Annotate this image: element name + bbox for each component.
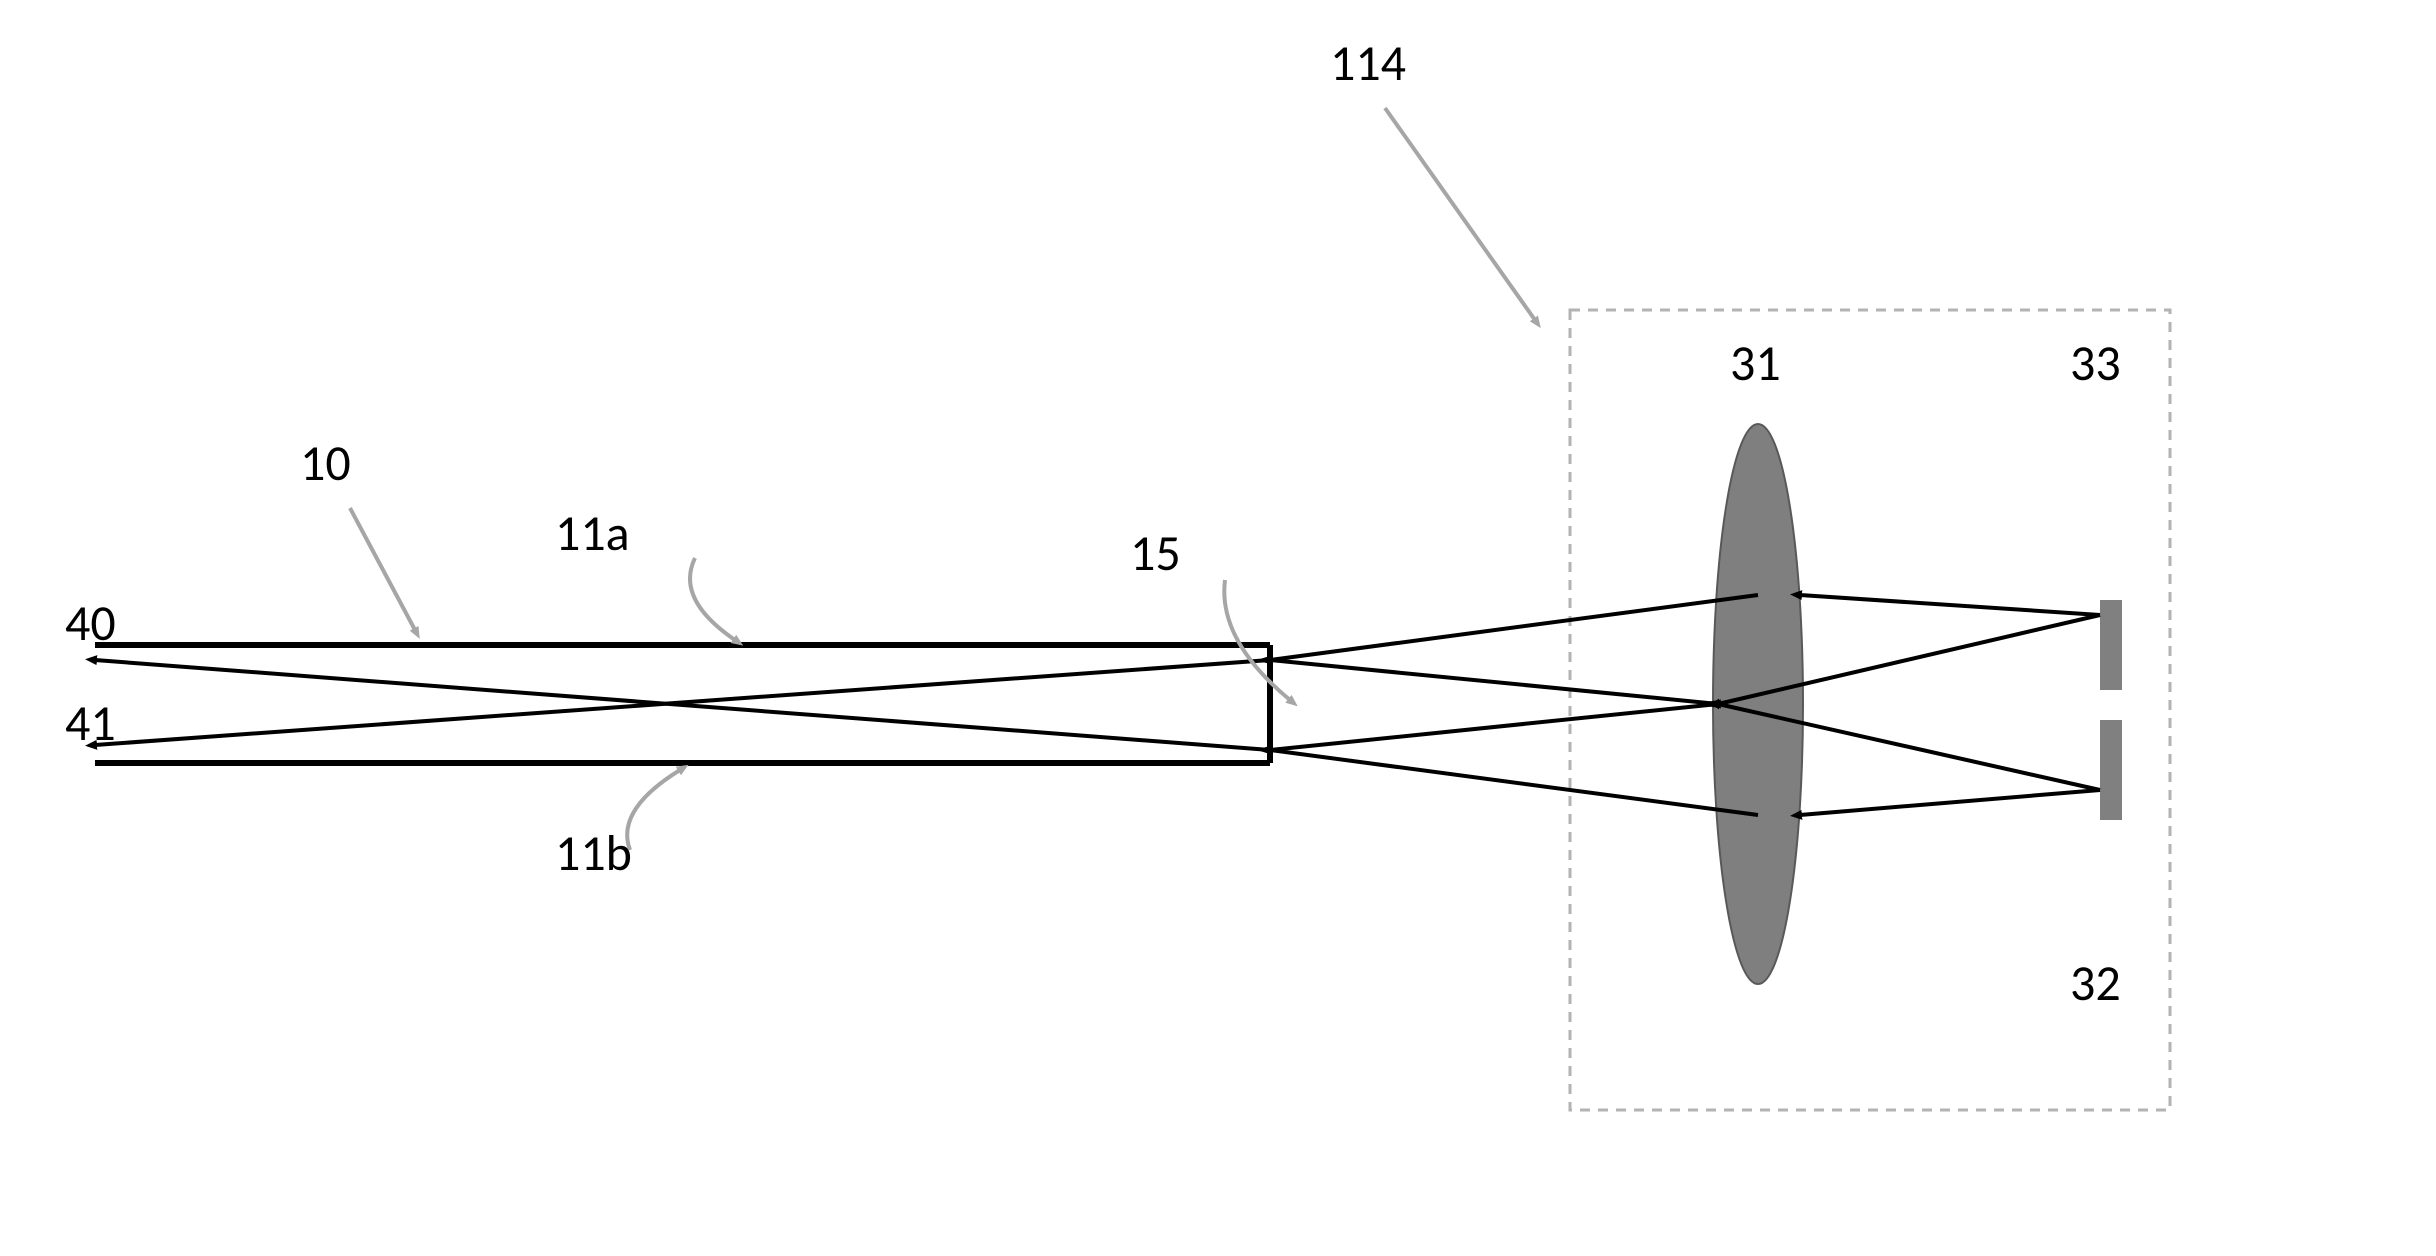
label-41: 41 bbox=[65, 693, 116, 754]
leader-10 bbox=[350, 508, 415, 630]
leader-15 bbox=[1224, 580, 1290, 700]
source-segment-top bbox=[2100, 600, 2122, 690]
ray-lens-to-guide-1 bbox=[1270, 660, 1718, 704]
leader-11b bbox=[627, 770, 680, 850]
ray-source-to-lens-0 bbox=[1800, 595, 2100, 615]
label-32: 32 bbox=[2070, 953, 2121, 1014]
label-11a: 11a bbox=[555, 503, 630, 564]
ray-lens-to-guide-0 bbox=[1270, 595, 1758, 660]
label-15: 15 bbox=[1130, 523, 1181, 584]
ray-lens-to-guide-3 bbox=[1270, 704, 1718, 750]
label-11b: 11b bbox=[555, 823, 632, 884]
label-33: 33 bbox=[2070, 333, 2121, 394]
label-40: 40 bbox=[65, 593, 116, 654]
leader-114 bbox=[1385, 108, 1535, 320]
ray-source-to-lens-2 bbox=[1800, 790, 2100, 815]
label-114: 114 bbox=[1330, 33, 1406, 94]
label-10: 10 bbox=[300, 433, 351, 494]
source-segment-bottom bbox=[2100, 720, 2122, 820]
ray-lens-to-guide-2 bbox=[1270, 750, 1758, 815]
leader-11a bbox=[690, 558, 735, 640]
label-31: 31 bbox=[1730, 333, 1781, 394]
